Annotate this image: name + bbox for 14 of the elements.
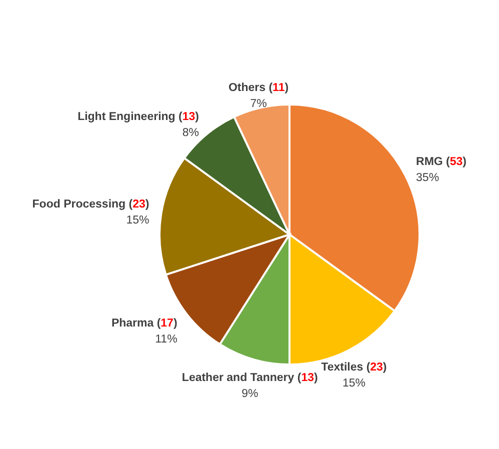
data-label: 15%	[126, 214, 150, 226]
data-label: 9%	[242, 388, 258, 400]
slice-label: Textiles (23)	[321, 361, 387, 374]
slice-label: Food Processing (23)	[32, 198, 150, 210]
data-label: 15%	[342, 377, 366, 390]
slice-label: Leather and Tannery (13)	[182, 372, 318, 384]
data-label: 35%	[416, 172, 440, 184]
data-label: 11%	[155, 333, 178, 346]
slice-label: RMG (53)	[416, 156, 467, 168]
slice-label: Pharma (17)	[111, 317, 178, 330]
data-label: 8%	[182, 127, 199, 140]
data-label: 7%	[250, 98, 267, 110]
slice-label: Others (11)	[228, 82, 289, 94]
slice-label: Light Engineering (13)	[78, 111, 200, 124]
